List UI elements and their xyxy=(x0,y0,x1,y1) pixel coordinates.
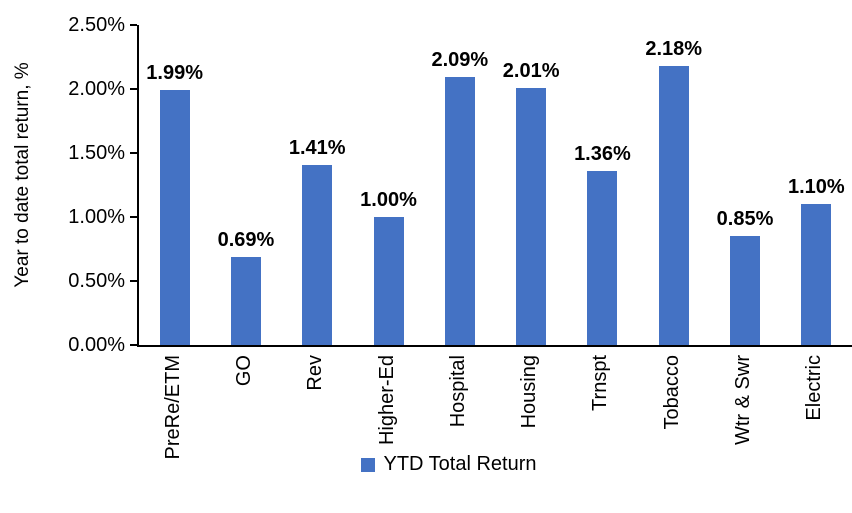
x-category-label: PreRe/ETM xyxy=(161,355,184,460)
bar-group: 1.99% xyxy=(139,25,210,345)
legend-label: YTD Total Return xyxy=(383,453,537,475)
x-category-slot: GO xyxy=(208,355,279,459)
bar xyxy=(516,87,547,345)
x-category-label: Tobacco xyxy=(660,355,683,430)
x-category-label: GO xyxy=(232,355,255,387)
y-tick-label: 0.50% xyxy=(68,270,125,292)
bar xyxy=(587,170,618,345)
bar-group: 2.01% xyxy=(495,25,566,345)
bar-group: 0.69% xyxy=(210,25,281,345)
x-category-label: Electric xyxy=(803,355,826,421)
bar-data-label: 2.09% xyxy=(431,49,489,72)
bar xyxy=(801,204,832,345)
bar-series: 1.99% 0.69% 1.41% 1.00% 2.09% 2.01% 1.36% 2.18%… xyxy=(139,25,852,345)
y-tick-label: 2.50% xyxy=(68,14,125,36)
bar xyxy=(373,217,404,345)
y-tick-mark xyxy=(130,152,137,154)
bar xyxy=(658,65,689,345)
bar xyxy=(302,164,333,345)
bar-group: 1.10% xyxy=(781,25,852,345)
x-category-slot: PreRe/ETM xyxy=(137,355,208,459)
y-tick-mark xyxy=(130,344,137,346)
x-category-slot: Housing xyxy=(493,355,564,459)
x-category-label: Wtr & Swr xyxy=(732,355,755,445)
bar-data-label: 1.36% xyxy=(574,142,631,165)
x-axis-category-labels: PreRe/ETM GO Rev Higher-Ed Hospital Housing Tr… xyxy=(137,355,850,459)
y-tick-mark xyxy=(130,24,137,26)
x-category-slot: Trnspt xyxy=(565,355,636,459)
bar-group: 2.18% xyxy=(638,25,709,345)
legend-entry: YTD Total Return xyxy=(361,453,537,476)
legend-swatch-icon xyxy=(361,457,376,472)
bar-group: 1.41% xyxy=(282,25,353,345)
y-tick-label: 1.00% xyxy=(68,206,125,228)
plot-area: 0.00% 0.50% 1.00% 1.50% 2.00% 2.50% 1.99% 0.69… xyxy=(68,14,852,356)
x-category-slot: Tobacco xyxy=(636,355,707,459)
bar-data-label: 0.85% xyxy=(716,208,774,231)
bar xyxy=(159,90,190,345)
bar-data-label: 1.99% xyxy=(146,62,203,85)
y-tick-label: 1.50% xyxy=(68,142,125,164)
bar xyxy=(730,236,761,345)
bar-data-label: 1.41% xyxy=(288,136,346,159)
y-tick-mark xyxy=(130,216,137,218)
bar-data-label: 1.00% xyxy=(360,189,417,211)
x-category-label: Rev xyxy=(304,355,327,391)
x-category-slot: Hospital xyxy=(422,355,493,459)
x-category-slot: Higher-Ed xyxy=(351,355,422,459)
bar-group: 2.09% xyxy=(424,25,495,345)
bar-data-label: 2.18% xyxy=(645,37,703,60)
y-tick-mark xyxy=(130,280,137,282)
x-category-slot: Electric xyxy=(779,355,850,459)
x-category-label: Hospital xyxy=(446,355,469,428)
x-category-slot: Wtr & Swr xyxy=(707,355,778,459)
bar xyxy=(444,77,475,345)
bar-data-label: 2.01% xyxy=(502,59,560,82)
bar-group: 1.00% xyxy=(353,25,424,345)
y-axis-title: Year to date total return, % xyxy=(12,62,33,288)
bar-data-label: 0.69% xyxy=(217,228,275,251)
legend: YTD Total Return xyxy=(0,453,852,476)
x-category-label: Higher-Ed xyxy=(375,355,398,446)
bar-group: 0.85% xyxy=(709,25,780,345)
bar xyxy=(230,256,261,345)
bar-data-label: 1.10% xyxy=(787,176,845,199)
y-tick-label: 2.00% xyxy=(68,78,125,100)
x-category-slot: Rev xyxy=(280,355,351,459)
y-tick-label: 0.00% xyxy=(68,334,125,356)
bar-group: 1.36% xyxy=(567,25,638,345)
x-category-label: Trnspt xyxy=(589,355,612,411)
y-tick-mark xyxy=(130,88,137,90)
x-category-label: Housing xyxy=(518,355,541,429)
